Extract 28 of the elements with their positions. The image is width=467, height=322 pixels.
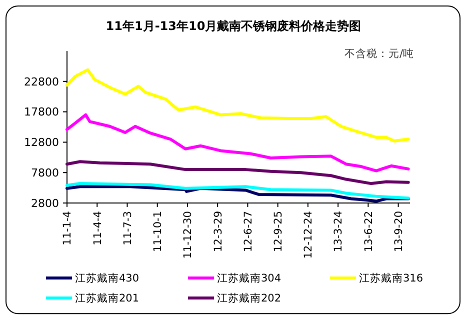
x-tick-label: 13-9-20 [392,211,405,252]
x-tick-label: 12-9-25 [272,211,284,252]
x-tick-label: 11-12-30 [182,211,194,259]
y-tick-label: 2800 [31,196,59,210]
line-series [66,113,410,172]
y-tick-label: 12800 [24,136,59,150]
x-tick-label: 13-3-24 [332,210,345,252]
line-series [66,182,410,200]
x-tick-label: 12-3-29 [212,211,224,252]
x-tick-label: 12-6-27 [242,211,254,252]
x-tick-label: 13-6-22 [362,211,375,252]
line-series [66,68,410,142]
legend-label: 江苏戴南201 [75,292,140,305]
x-tick-label: 12-12-24 [302,210,315,259]
y-tick-label: 7800 [31,166,59,180]
legend-label: 江苏戴南202 [217,292,282,305]
legend-label: 江苏戴南430 [75,272,140,285]
annotation: 不含税：元/吨 [344,47,414,60]
legend-label: 江苏戴南304 [217,272,282,285]
x-tick-label: 11-7-3 [122,211,134,246]
legend-label: 江苏戴南316 [359,272,424,285]
chart-title: 11年1月-13年10月戴南不锈钢废料价格走势图 [106,19,362,33]
line-series [66,160,410,186]
y-tick-label: 17800 [24,106,59,119]
x-tick-label: 11-10-1 [152,211,164,252]
x-tick-label: 11-4-4 [92,210,104,246]
x-tick-label: 11-1-4 [62,210,74,246]
y-tick-label: 22800 [24,75,59,88]
